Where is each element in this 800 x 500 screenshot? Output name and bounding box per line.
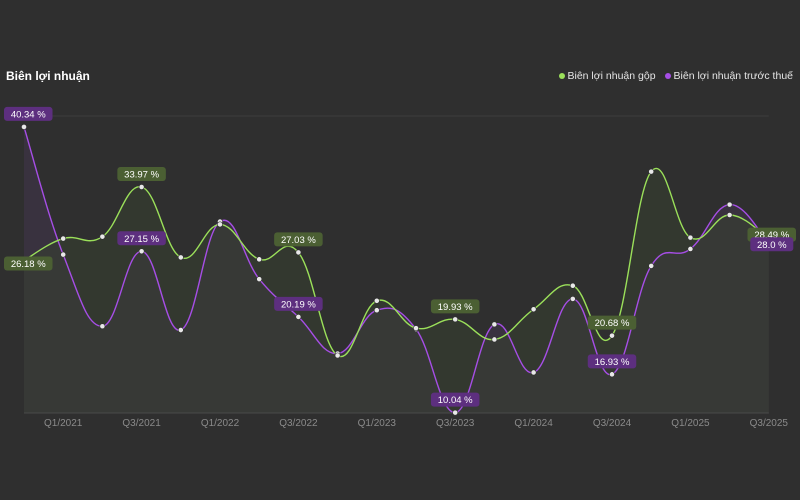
data-label-gross-margin: 19.93 % xyxy=(430,299,480,314)
x-tick-label: Q1/2022 xyxy=(201,418,240,429)
data-label-pretax-margin: 10.04 % xyxy=(430,392,480,407)
data-label-pretax-margin: 16.93 % xyxy=(587,354,637,369)
x-tick-label: Q3/2023 xyxy=(436,418,475,429)
data-point-pretax-margin xyxy=(138,248,145,255)
data-label-box xyxy=(117,231,166,246)
data-point-gross-margin xyxy=(256,256,263,263)
data-point-gross-margin xyxy=(413,325,419,332)
data-label-text: 19.93 % xyxy=(438,302,473,313)
data-point-gross-margin xyxy=(334,352,341,359)
data-label-text: 28.0 % xyxy=(757,240,787,251)
data-label-gross-margin: 20.68 % xyxy=(587,315,637,330)
x-tick-label: Q1/2025 xyxy=(671,418,710,429)
data-label-text: 16.93 % xyxy=(595,357,630,368)
chart-legend: Biên lợi nhuận gộp Biên lợi nhuận trước … xyxy=(558,70,793,82)
data-label-box xyxy=(750,237,794,252)
legend-dot-icon xyxy=(558,73,565,79)
data-point-pretax-margin xyxy=(569,296,576,302)
data-point-pretax-margin xyxy=(295,314,302,320)
data-point-pretax-margin xyxy=(530,369,537,376)
data-point-gross-margin xyxy=(687,234,694,241)
data-label-pretax-margin: 28.0 % xyxy=(750,237,794,252)
data-point-pretax-margin xyxy=(256,276,263,283)
data-point-pretax-margin xyxy=(373,307,380,314)
x-tick-label: Q3/2021 xyxy=(122,418,161,429)
x-tick-label: Q3/2022 xyxy=(279,418,318,429)
data-label-box xyxy=(587,315,637,330)
data-point-gross-margin xyxy=(491,336,498,343)
legend-label-gross-margin: Biên lợi nhuận gộp xyxy=(567,70,656,82)
data-label-box xyxy=(274,232,323,247)
legend-dot-icon xyxy=(664,73,671,79)
data-label-box xyxy=(4,106,53,121)
data-label-text: 33.97 % xyxy=(124,169,159,180)
data-label-gross-margin: 26.18 % xyxy=(4,256,53,271)
data-label-pretax-margin: 40.34 % xyxy=(4,106,53,121)
data-point-pretax-margin xyxy=(491,321,498,328)
data-point-gross-margin xyxy=(648,168,655,175)
data-point-gross-margin xyxy=(295,249,302,256)
data-point-pretax-margin xyxy=(452,409,459,416)
data-label-text: 27.15 % xyxy=(124,234,159,245)
data-label-pretax-margin: 27.15 % xyxy=(117,231,166,246)
data-point-pretax-margin xyxy=(609,371,615,378)
legend-label-pretax-margin: Biên lợi nhuận trước thuế xyxy=(673,70,793,82)
data-label-text: 20.19 % xyxy=(281,299,316,310)
data-label-text: 28.49 % xyxy=(754,230,789,241)
data-point-pretax-margin xyxy=(99,323,106,330)
data-point-pretax-margin xyxy=(177,327,184,333)
data-label-gross-margin: 33.97 % xyxy=(117,166,166,181)
x-tick-label: Q1/2023 xyxy=(358,418,397,429)
data-label-box xyxy=(274,296,323,311)
data-point-pretax-margin xyxy=(21,124,27,130)
x-tick-label: Q3/2025 xyxy=(750,418,789,429)
x-tick-label: Q3/2024 xyxy=(593,418,632,429)
data-label-box xyxy=(117,166,166,181)
data-point-pretax-margin xyxy=(726,201,733,208)
x-tick-label: Q1/2024 xyxy=(514,418,553,429)
data-point-gross-margin xyxy=(726,212,733,218)
data-point-pretax-margin xyxy=(687,246,694,252)
data-point-pretax-margin xyxy=(60,251,67,258)
data-point-gross-margin xyxy=(373,297,380,304)
data-label-pretax-margin: 20.19 % xyxy=(274,296,323,311)
data-label-text: 10.04 % xyxy=(438,395,473,406)
data-label-gross-margin: 27.03 % xyxy=(274,232,323,247)
data-label-text: 20.68 % xyxy=(595,318,630,329)
data-point-gross-margin xyxy=(138,184,145,190)
data-point-gross-margin xyxy=(99,233,106,240)
legend-item-pretax-margin[interactable]: Biên lợi nhuận trước thuế xyxy=(664,70,793,82)
data-label-box xyxy=(4,256,53,271)
data-point-gross-margin xyxy=(217,221,223,228)
data-label-box xyxy=(430,299,480,314)
data-label-text: 40.34 % xyxy=(11,109,46,120)
series-line-gross-margin xyxy=(23,167,770,358)
data-point-gross-margin xyxy=(60,235,67,242)
data-point-pretax-margin xyxy=(648,263,655,269)
data-point-gross-margin xyxy=(569,282,576,289)
legend-item-gross-margin[interactable]: Biên lợi nhuận gộp xyxy=(558,70,656,82)
data-point-gross-margin xyxy=(452,316,459,323)
data-label-text: 26.18 % xyxy=(11,259,46,270)
data-point-gross-margin xyxy=(530,306,537,313)
area-gross-margin xyxy=(24,168,769,413)
data-point-gross-margin xyxy=(177,254,184,261)
chart-title: Biên lợi nhuận xyxy=(6,69,90,83)
data-label-text: 27.03 % xyxy=(281,235,316,246)
data-point-gross-margin xyxy=(609,332,615,339)
data-label-box xyxy=(587,354,637,369)
x-tick-label: Q1/2021 xyxy=(44,418,83,429)
data-label-box xyxy=(430,392,480,407)
